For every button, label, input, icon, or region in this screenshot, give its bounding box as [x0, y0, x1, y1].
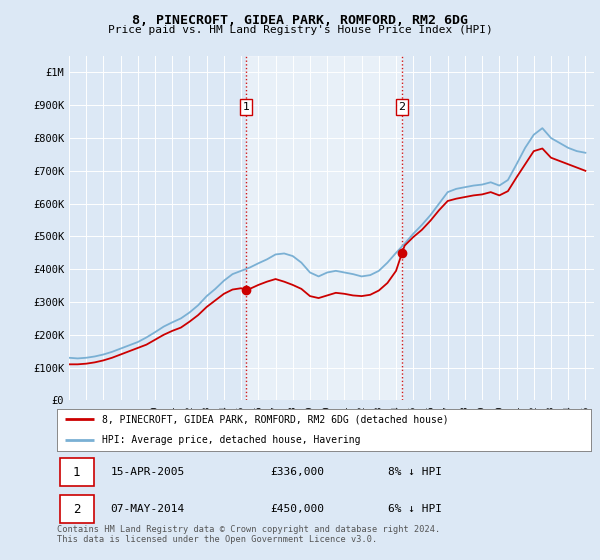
Text: 1: 1	[242, 102, 250, 112]
FancyBboxPatch shape	[59, 496, 94, 522]
Text: 07-MAY-2014: 07-MAY-2014	[110, 504, 185, 514]
Text: 8, PINECROFT, GIDEA PARK, ROMFORD, RM2 6DG (detached house): 8, PINECROFT, GIDEA PARK, ROMFORD, RM2 6…	[103, 414, 449, 424]
Text: 2: 2	[73, 502, 80, 516]
Text: 1: 1	[73, 465, 80, 479]
Text: £336,000: £336,000	[271, 467, 325, 477]
Text: Price paid vs. HM Land Registry's House Price Index (HPI): Price paid vs. HM Land Registry's House …	[107, 25, 493, 35]
Bar	[246, 56, 402, 400]
Text: 8, PINECROFT, GIDEA PARK, ROMFORD, RM2 6DG: 8, PINECROFT, GIDEA PARK, ROMFORD, RM2 6…	[132, 14, 468, 27]
Text: 8% ↓ HPI: 8% ↓ HPI	[388, 467, 442, 477]
Text: 6% ↓ HPI: 6% ↓ HPI	[388, 504, 442, 514]
FancyBboxPatch shape	[59, 459, 94, 486]
Text: Contains HM Land Registry data © Crown copyright and database right 2024.
This d: Contains HM Land Registry data © Crown c…	[57, 525, 440, 544]
Text: £450,000: £450,000	[271, 504, 325, 514]
Text: HPI: Average price, detached house, Havering: HPI: Average price, detached house, Have…	[103, 435, 361, 445]
Text: 2: 2	[398, 102, 406, 112]
Text: 15-APR-2005: 15-APR-2005	[110, 467, 185, 477]
